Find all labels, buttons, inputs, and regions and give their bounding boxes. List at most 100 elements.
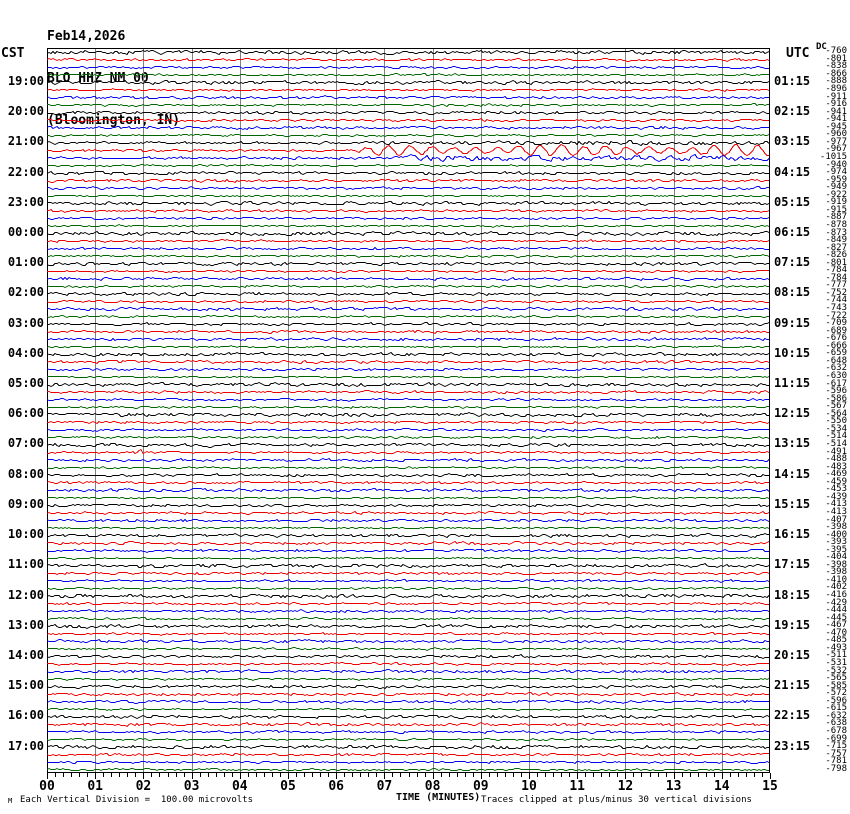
cst-hour-label: 15:00 bbox=[7, 678, 44, 693]
dc-offset-value: -514 bbox=[825, 438, 847, 449]
dc-offset-value: -439 bbox=[825, 491, 847, 502]
utc-hour-label: 16:15 bbox=[774, 527, 811, 542]
seismo-trace bbox=[46, 230, 770, 237]
dc-offset-value: -967 bbox=[825, 144, 847, 155]
dc-offset-value: -689 bbox=[825, 325, 847, 336]
dc-offset-value: -922 bbox=[825, 189, 847, 200]
cst-hour-label: 01:00 bbox=[7, 255, 44, 270]
dc-offset-value: -617 bbox=[825, 378, 847, 389]
dc-offset-value: -699 bbox=[825, 733, 847, 744]
seismo-trace bbox=[47, 548, 769, 554]
dc-offset-value: -404 bbox=[825, 552, 847, 563]
seismo-trace bbox=[47, 616, 769, 622]
seismo-trace bbox=[46, 139, 770, 147]
seismo-trace bbox=[47, 381, 769, 388]
dc-offset-value: -757 bbox=[825, 748, 847, 759]
seismo-trace bbox=[46, 518, 770, 523]
seismo-trace bbox=[46, 367, 769, 372]
dc-offset-value: -743 bbox=[825, 303, 847, 314]
seismo-trace bbox=[46, 79, 770, 86]
dc-offset-value: -531 bbox=[825, 657, 847, 668]
seismo-trace bbox=[46, 623, 770, 630]
seismo-trace bbox=[47, 208, 770, 214]
seismo-trace bbox=[47, 586, 769, 591]
x-tick-label: 01 bbox=[87, 779, 104, 794]
seismo-trace bbox=[46, 299, 769, 304]
dc-offset-value: -445 bbox=[825, 612, 847, 623]
dc-offset-value: -666 bbox=[825, 340, 847, 351]
cst-hour-label: 16:00 bbox=[7, 708, 44, 723]
seismo-trace bbox=[47, 291, 770, 297]
cst-hour-label: 08:00 bbox=[7, 466, 44, 481]
seismo-trace bbox=[46, 442, 769, 448]
dc-offset-value: -784 bbox=[825, 272, 847, 283]
dc-offset-header: DC bbox=[816, 42, 827, 52]
seismo-trace bbox=[47, 760, 770, 765]
seismo-trace bbox=[46, 261, 769, 267]
utc-hour-label: 18:15 bbox=[774, 587, 811, 602]
utc-hour-label: 09:15 bbox=[774, 315, 811, 330]
cst-hour-label: 20:00 bbox=[7, 104, 44, 119]
seismo-trace bbox=[46, 72, 769, 77]
seismo-trace bbox=[46, 699, 769, 705]
dc-offset-value: -467 bbox=[825, 620, 847, 631]
seismo-trace bbox=[46, 752, 769, 757]
x-tick-label: 04 bbox=[231, 779, 248, 794]
dc-offset-value: -615 bbox=[825, 703, 847, 714]
utc-hour-label: 10:15 bbox=[774, 345, 811, 360]
cst-hour-label: 17:00 bbox=[7, 738, 44, 753]
seismo-trace bbox=[47, 336, 769, 342]
dc-offset-value: -632 bbox=[825, 710, 847, 721]
x-tick-label: 05 bbox=[280, 779, 296, 794]
dc-offset-value: -945 bbox=[825, 121, 847, 132]
seismo-trace bbox=[47, 601, 769, 606]
dc-offset-value: -493 bbox=[825, 642, 847, 653]
seismo-trace bbox=[47, 200, 770, 207]
seismo-trace bbox=[47, 321, 770, 327]
seismo-trace bbox=[47, 178, 769, 184]
seismo-trace bbox=[47, 420, 770, 425]
dc-offset-value: -916 bbox=[825, 99, 847, 110]
seismo-trace bbox=[46, 465, 770, 470]
dc-offset-value: -678 bbox=[825, 725, 847, 736]
seismo-trace bbox=[46, 593, 770, 600]
x-tick-label: 02 bbox=[135, 779, 152, 794]
seismo-trace bbox=[46, 631, 769, 637]
x-tick-label: 11 bbox=[569, 779, 586, 794]
utc-hour-label: 07:15 bbox=[774, 255, 811, 270]
dc-offset-value: -429 bbox=[825, 597, 847, 608]
utc-hour-label: 06:15 bbox=[774, 225, 811, 240]
dc-offset-value: -398 bbox=[825, 567, 847, 578]
dc-offset-value: -410 bbox=[825, 574, 847, 585]
dc-offset-value: -491 bbox=[825, 446, 847, 457]
dc-offset-value: -873 bbox=[825, 227, 847, 238]
cst-hour-label: 03:00 bbox=[7, 315, 44, 330]
x-axis-title: TIME (MINUTES) bbox=[396, 792, 481, 803]
seismo-trace bbox=[46, 510, 770, 516]
seismo-trace bbox=[47, 532, 769, 539]
seismo-trace bbox=[46, 668, 769, 674]
plot-border bbox=[47, 48, 770, 773]
dc-offset-value: -398 bbox=[825, 522, 847, 533]
utc-hour-label: 20:15 bbox=[774, 647, 811, 662]
cst-hour-label: 19:00 bbox=[7, 73, 44, 88]
seismo-trace bbox=[47, 435, 770, 440]
dc-offset-value: -638 bbox=[825, 718, 847, 729]
seismo-trace bbox=[46, 562, 770, 569]
seismo-trace bbox=[47, 487, 770, 493]
x-tick-label: 08 bbox=[424, 779, 441, 794]
dc-offset-value: -784 bbox=[825, 265, 847, 276]
dc-offset-value: -395 bbox=[825, 544, 847, 555]
dc-offset-value: -400 bbox=[825, 529, 847, 540]
dc-offset-value: -550 bbox=[825, 416, 847, 427]
dc-offset-value: -801 bbox=[825, 257, 847, 268]
seismo-trace bbox=[47, 117, 769, 123]
dc-offset-value: -648 bbox=[825, 355, 847, 366]
seismo-trace bbox=[46, 526, 770, 530]
utc-hour-label: 03:15 bbox=[774, 134, 811, 149]
dc-offset-value: -534 bbox=[825, 423, 847, 434]
dc-offset-value: -485 bbox=[825, 635, 847, 646]
dc-offset-value: -838 bbox=[825, 61, 847, 72]
scale-note: Each Vertical Division = 100.00 microvol… bbox=[20, 795, 253, 805]
seismo-trace bbox=[47, 110, 769, 116]
